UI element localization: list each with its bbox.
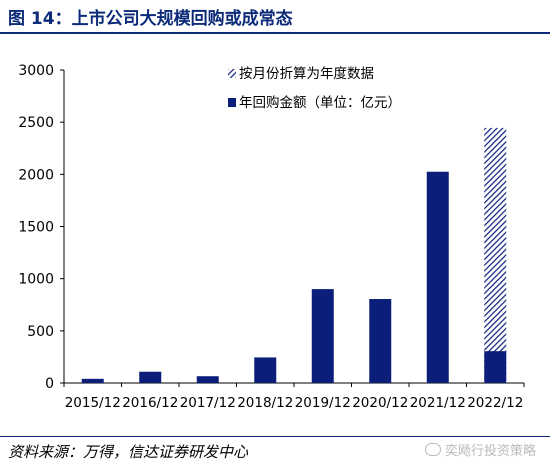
bar-buyback (426, 171, 449, 383)
y-tick-label: 1500 (18, 220, 54, 236)
x-tick-label: 2020/12 (352, 395, 408, 411)
x-tick-label: 2022/12 (467, 395, 523, 411)
bar-annualized (484, 127, 507, 383)
bar-buyback (254, 357, 277, 383)
footer-divider (0, 436, 550, 437)
bar-buyback (369, 299, 392, 383)
chart-bars (81, 127, 507, 383)
wechat-icon (424, 443, 441, 456)
legend-swatch (228, 69, 236, 78)
title-bar: 图 14：上市公司大规模回购或成常态 (0, 0, 550, 30)
source-note: 资料来源：万得，信达证券研发中心 (8, 443, 249, 461)
x-tick-label: 2015/12 (65, 395, 121, 411)
bar-buyback (196, 376, 219, 383)
watermark: 奕飏行投资策略 (424, 440, 536, 459)
bar-buyback (311, 289, 334, 383)
title-divider (0, 32, 550, 34)
x-tick-label: 2021/12 (410, 395, 466, 411)
bar-buyback (484, 351, 507, 383)
y-tick-label: 0 (45, 376, 54, 392)
legend-item-buyback: 年回购金额（单位：亿元） (239, 95, 401, 111)
legend-swatch (228, 98, 236, 107)
x-tick-label: 2017/12 (180, 395, 236, 411)
x-tick-label: 2016/12 (122, 395, 178, 411)
y-tick-label: 2000 (18, 167, 54, 183)
figure-title: 图 14：上市公司大规模回购或成常态 (8, 9, 293, 29)
y-tick-label: 500 (27, 324, 54, 340)
watermark-text: 奕飏行投资策略 (444, 444, 536, 459)
x-tick-label: 2018/12 (237, 395, 293, 411)
y-tick-label: 2500 (18, 115, 54, 131)
legend-item-annualized: 按月份折算为年度数据 (239, 66, 374, 82)
bar-buyback (81, 378, 104, 383)
y-tick-label: 1000 (18, 272, 54, 288)
y-tick-label: 3000 (18, 63, 54, 79)
x-tick-label: 2019/12 (295, 395, 351, 411)
bar-buyback (139, 371, 162, 383)
